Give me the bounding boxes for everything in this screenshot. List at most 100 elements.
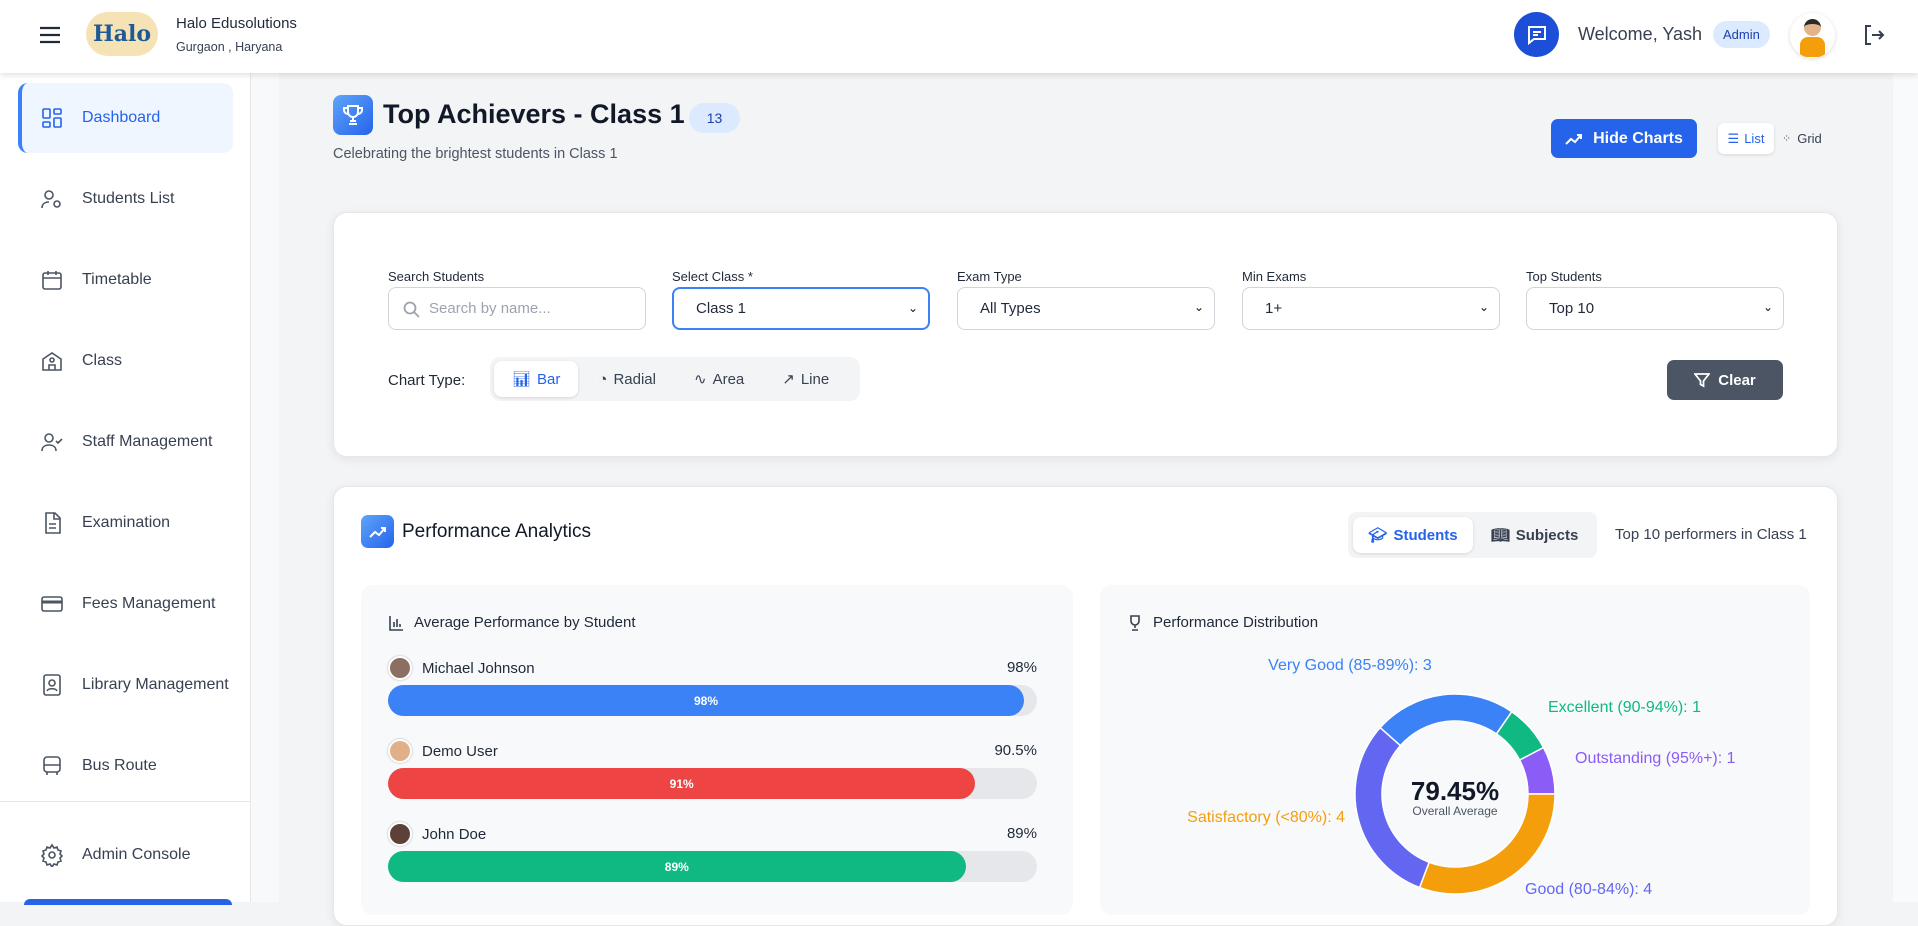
- trending-up-icon: ↗: [782, 371, 795, 388]
- tab-subjects[interactable]: 📖︎ Subjects: [1477, 517, 1592, 553]
- sidebar: Dashboard Students List Timetable Class …: [0, 73, 251, 905]
- top-students-select[interactable]: Top 10 ⌄: [1526, 287, 1784, 330]
- donut-slice-label: Satisfactory (<80%): 4: [1187, 809, 1345, 826]
- chart-type-line[interactable]: ↗ Line: [764, 361, 847, 397]
- analytics-title: Performance Analytics: [402, 521, 592, 542]
- search-label: Search Students: [388, 269, 485, 284]
- pie-chart-icon: ◔: [598, 370, 608, 388]
- sidebar-item-label: Admin Console: [82, 846, 191, 863]
- dashboard-icon: [42, 108, 62, 128]
- student-row: Demo User: [388, 739, 498, 763]
- chart-type-bar[interactable]: 📊︎ Bar: [494, 361, 579, 397]
- panel-title-text: Average Performance by Student: [414, 614, 636, 631]
- score-bar-track: 91%: [388, 768, 1037, 799]
- sidebar-item-fees-management[interactable]: Fees Management: [18, 569, 233, 639]
- sidebar-item-label: Timetable: [82, 271, 152, 288]
- tab-label: Students: [1393, 526, 1458, 544]
- user-avatar[interactable]: [1790, 13, 1835, 58]
- search-placeholder: Search by name...: [429, 300, 551, 317]
- grid-view-button[interactable]: ⁘ Grid: [1782, 123, 1822, 154]
- credit-card-icon: [41, 596, 63, 612]
- scrollbar-track[interactable]: [1893, 73, 1918, 902]
- donut-slice-label: Outstanding (95%+): 1: [1575, 750, 1736, 767]
- sidebar-item-examination[interactable]: Examination: [18, 488, 233, 558]
- hide-charts-button[interactable]: Hide Charts: [1551, 119, 1697, 158]
- sidebar-item-label: Staff Management: [82, 433, 213, 450]
- donut-chart: Very Good (85-89%): 3 Excellent (90-94%):…: [1187, 657, 1736, 898]
- chart-type-area[interactable]: ∿ Area: [676, 361, 762, 397]
- clear-button[interactable]: Clear: [1667, 360, 1783, 400]
- list-icon: ☰: [1727, 130, 1740, 146]
- chevron-down-icon: ⌄: [907, 301, 918, 315]
- search-icon: [403, 301, 420, 318]
- search-input[interactable]: Search by name...: [388, 287, 646, 330]
- donut-panel-title: Performance Distribution: [1127, 614, 1318, 631]
- grid-icon: ⁘: [1782, 133, 1793, 145]
- sidebar-item-timetable[interactable]: Timetable: [18, 245, 233, 315]
- tab-students[interactable]: 🎓︎ Students: [1353, 517, 1473, 553]
- sidebar-item-label: Library Management: [82, 676, 229, 693]
- hamburger-menu-icon[interactable]: [38, 25, 62, 50]
- gear-icon: [40, 843, 64, 867]
- donut-slice-label: Very Good (85-89%): 3: [1268, 657, 1432, 674]
- button-label: Grid: [1797, 131, 1822, 146]
- analytics-icon: [361, 515, 394, 548]
- score-bar-track: 89%: [388, 851, 1037, 882]
- panel-title-text: Performance Distribution: [1153, 614, 1319, 631]
- sidebar-bottom-button[interactable]: [24, 899, 232, 905]
- bar-chart-icon: [389, 615, 403, 631]
- sidebar-item-bus-route[interactable]: Bus Route: [18, 731, 233, 801]
- sidebar-item-label: Dashboard: [82, 109, 161, 126]
- select-value: Top 10: [1549, 300, 1595, 317]
- top-header: Halo Halo Edusolutions Gurgaon , Haryana…: [0, 0, 1918, 73]
- class-label: Select Class *: [672, 269, 753, 284]
- donut-center-value: 79.45%: [1410, 776, 1500, 806]
- content-gutter: [251, 73, 279, 902]
- student-avatar: [388, 739, 412, 763]
- class-select[interactable]: Class 1 ⌄: [672, 287, 930, 330]
- analytics-tabs: 🎓︎ Students 📖︎ Subjects: [1348, 512, 1597, 558]
- min-exams-select[interactable]: 1+ ⌄: [1242, 287, 1500, 330]
- chevron-down-icon: ⌄: [1478, 300, 1489, 314]
- student-name: Michael Johnson: [422, 659, 535, 677]
- student-name: John Doe: [422, 825, 487, 843]
- chart-type-label: Chart Type:: [388, 372, 466, 389]
- trending-up-icon: [1565, 133, 1583, 145]
- student-score: 90.5%: [994, 742, 1037, 759]
- activity-icon: ∿: [693, 371, 707, 388]
- score-bar-label: 89%: [664, 859, 689, 874]
- bar-panel-title: Average Performance by Student: [388, 614, 636, 631]
- donut-slice[interactable]: [1354, 726, 1431, 889]
- sidebar-item-admin-console[interactable]: Admin Console: [18, 820, 233, 890]
- button-label: List: [1744, 131, 1765, 146]
- score-bar: 91%: [388, 768, 976, 799]
- book-open-icon: 📖︎: [1490, 527, 1510, 544]
- graduation-cap-icon: 🎓︎: [1368, 527, 1388, 544]
- exam-type-select[interactable]: All Types ⌄: [957, 287, 1215, 330]
- chart-type-radial[interactable]: ◔ Radial: [580, 361, 674, 397]
- donut-slice[interactable]: [1379, 693, 1513, 747]
- sidebar-item-staff-management[interactable]: Staff Management: [18, 407, 233, 477]
- score-bar: 89%: [388, 851, 966, 882]
- user-check-icon: [41, 433, 63, 452]
- bus-icon: [43, 756, 61, 775]
- filters-card: [333, 212, 1838, 457]
- donut-slice-label: Excellent (90-94%): 1: [1548, 699, 1701, 716]
- student-score: 89%: [1006, 825, 1037, 842]
- org-name: Halo Edusolutions: [176, 15, 297, 32]
- list-view-button[interactable]: ☰ List: [1718, 123, 1774, 154]
- tab-label: Subjects: [1515, 526, 1579, 544]
- sidebar-item-students-list[interactable]: Students List: [18, 164, 233, 234]
- select-value: Class 1: [696, 300, 747, 317]
- sidebar-item-dashboard[interactable]: Dashboard: [18, 83, 233, 153]
- analytics-summary: Top 10 performers in Class 1: [1615, 526, 1807, 543]
- logout-icon[interactable]: [1862, 23, 1886, 52]
- sidebar-item-class[interactable]: Class: [18, 326, 233, 396]
- score-bar-label: 98%: [693, 693, 719, 708]
- chat-button[interactable]: [1514, 12, 1559, 57]
- school-icon: [42, 352, 62, 371]
- sidebar-item-library-management[interactable]: Library Management: [18, 650, 233, 720]
- seg-label: Area: [712, 370, 745, 388]
- user-cog-icon: [41, 190, 61, 209]
- seg-label: Radial: [613, 370, 656, 388]
